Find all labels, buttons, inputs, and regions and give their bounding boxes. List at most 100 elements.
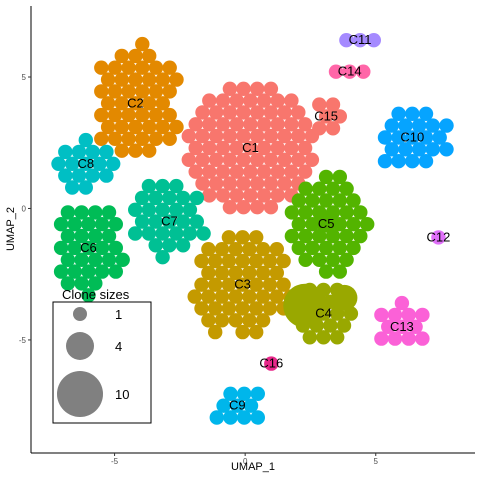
point (291, 105, 306, 120)
point (263, 176, 279, 191)
point (415, 307, 430, 323)
point (162, 84, 177, 99)
point (305, 193, 320, 208)
cluster-label-c6: C6 (80, 240, 97, 255)
point (60, 276, 76, 291)
point (94, 131, 109, 146)
point (425, 118, 440, 133)
cluster-c6-points (53, 205, 130, 303)
point (121, 131, 136, 146)
point (209, 410, 224, 425)
point (162, 238, 177, 253)
point (284, 140, 299, 156)
cluster-label-c14: C14 (338, 64, 362, 79)
point (134, 214, 150, 229)
point (148, 190, 163, 206)
point (155, 226, 170, 241)
cluster-label-c12: C12 (427, 229, 451, 244)
point (235, 301, 250, 316)
point (175, 238, 191, 253)
point (305, 240, 320, 256)
point (67, 264, 83, 279)
point (328, 64, 344, 79)
point (94, 264, 110, 279)
point (387, 307, 403, 323)
legend-items: 1 4 10 (57, 307, 129, 417)
point (148, 238, 163, 253)
point (85, 144, 100, 160)
point (249, 301, 264, 316)
point (236, 152, 251, 167)
point (223, 410, 238, 425)
point (202, 188, 217, 203)
point (236, 81, 251, 97)
point (141, 226, 157, 241)
legend-symbol (66, 332, 94, 360)
clone-point (331, 284, 358, 311)
point (194, 301, 209, 316)
point (432, 130, 447, 145)
point (114, 72, 129, 87)
point (291, 152, 306, 167)
cluster-c13-points (374, 295, 430, 346)
point (243, 140, 258, 156)
point (128, 226, 143, 241)
point (155, 72, 170, 87)
point (195, 176, 210, 191)
point (169, 119, 184, 135)
point (142, 96, 157, 111)
point (352, 33, 368, 48)
point (325, 228, 341, 244)
cluster-label-c7: C7 (161, 214, 178, 229)
point (100, 72, 116, 87)
point (332, 169, 347, 185)
x-tick-label: -5 (111, 457, 119, 466)
point (332, 264, 347, 279)
point (323, 318, 338, 333)
point (270, 164, 285, 179)
point (209, 152, 224, 167)
point (391, 130, 406, 145)
point (384, 142, 399, 157)
point (74, 205, 89, 220)
point (398, 142, 413, 157)
point (88, 228, 103, 244)
point (78, 156, 94, 171)
y-axis-title: UMAP_2 (5, 207, 17, 251)
point (196, 226, 211, 241)
point (235, 253, 250, 269)
point (431, 230, 446, 245)
point (189, 214, 204, 229)
point (353, 228, 368, 244)
point (208, 253, 223, 269)
point (214, 242, 230, 257)
point (405, 154, 420, 169)
point (58, 168, 73, 183)
point (332, 109, 347, 124)
point (325, 181, 341, 196)
points-layer (51, 33, 454, 425)
point (194, 253, 209, 269)
point (318, 193, 334, 208)
point (100, 96, 116, 111)
point (94, 217, 110, 232)
point (53, 217, 69, 232)
point (67, 217, 83, 232)
point (242, 289, 257, 304)
point (128, 72, 143, 87)
point (250, 105, 265, 120)
point (330, 330, 345, 345)
point (263, 128, 279, 144)
cluster-label-c13: C13 (390, 319, 414, 334)
point (209, 105, 224, 120)
point (297, 140, 313, 156)
point (284, 228, 300, 244)
point (195, 105, 210, 120)
point (201, 242, 216, 257)
point (223, 386, 238, 401)
y-tick-label: -5 (19, 336, 27, 345)
point (107, 131, 123, 146)
point (215, 188, 231, 203)
point (312, 252, 327, 267)
point (88, 252, 103, 267)
